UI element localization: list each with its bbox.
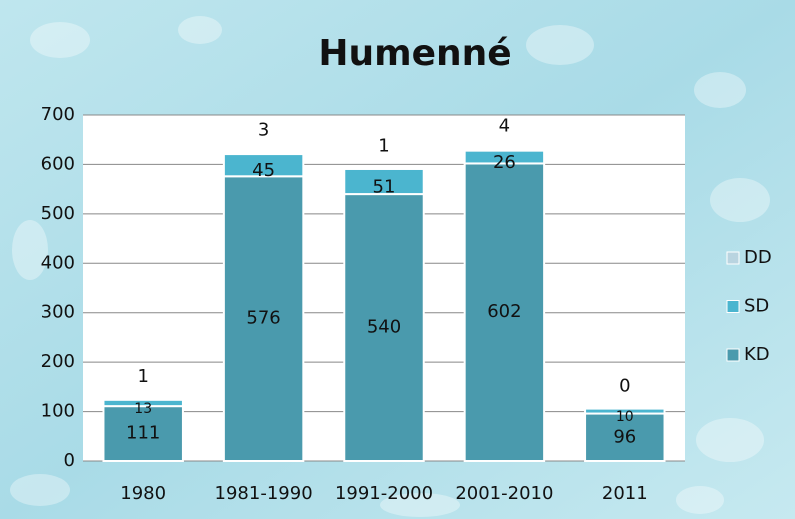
legend-swatch [726, 251, 740, 265]
data-label: 576 [246, 308, 280, 329]
y-tick-label: 300 [41, 302, 75, 323]
y-tick-label: 0 [64, 450, 75, 471]
data-label: 1 [137, 366, 148, 387]
chart-title: Humenné [318, 33, 511, 74]
legend-swatch [726, 348, 740, 362]
x-tick-label: 2011 [602, 483, 648, 504]
y-tick-label: 400 [41, 252, 75, 273]
data-label: 0 [619, 376, 630, 397]
legend-label: KD [744, 344, 770, 365]
y-tick-label: 600 [41, 153, 75, 174]
water-drops [10, 16, 770, 517]
data-label: 4 [499, 116, 510, 137]
y-tick-label: 100 [41, 401, 75, 422]
y-tick-label: 500 [41, 203, 75, 224]
legend-label: SD [744, 296, 769, 317]
data-label: 540 [367, 317, 401, 338]
x-tick-label: 1981-1990 [215, 483, 313, 504]
x-tick-label: 1991-2000 [335, 483, 433, 504]
bar-segment [463, 147, 546, 152]
y-tick-label: 700 [41, 104, 75, 125]
data-label: 45 [252, 160, 275, 181]
data-label: 602 [487, 301, 521, 322]
data-label: 26 [493, 152, 516, 173]
bar-segment [584, 407, 666, 415]
legend-swatch [726, 300, 740, 313]
bar-segment [102, 405, 184, 462]
data-label: 13 [134, 401, 152, 417]
y-tick-label: 200 [41, 351, 75, 372]
bar-segment [343, 193, 425, 462]
data-label: 51 [373, 176, 396, 197]
bar-segment [222, 151, 305, 156]
data-label: 96 [613, 426, 636, 447]
x-tick-label: 1980 [120, 483, 166, 504]
data-label: 10 [616, 409, 634, 425]
data-label: 3 [258, 120, 269, 141]
data-label: 111 [126, 423, 160, 444]
bar-segment [463, 162, 546, 462]
bar-segment [222, 175, 305, 462]
x-tick-label: 2001-2010 [455, 483, 553, 504]
bar-segment [584, 412, 666, 463]
data-label: 1 [378, 135, 389, 156]
legend-label: DD [744, 247, 772, 268]
